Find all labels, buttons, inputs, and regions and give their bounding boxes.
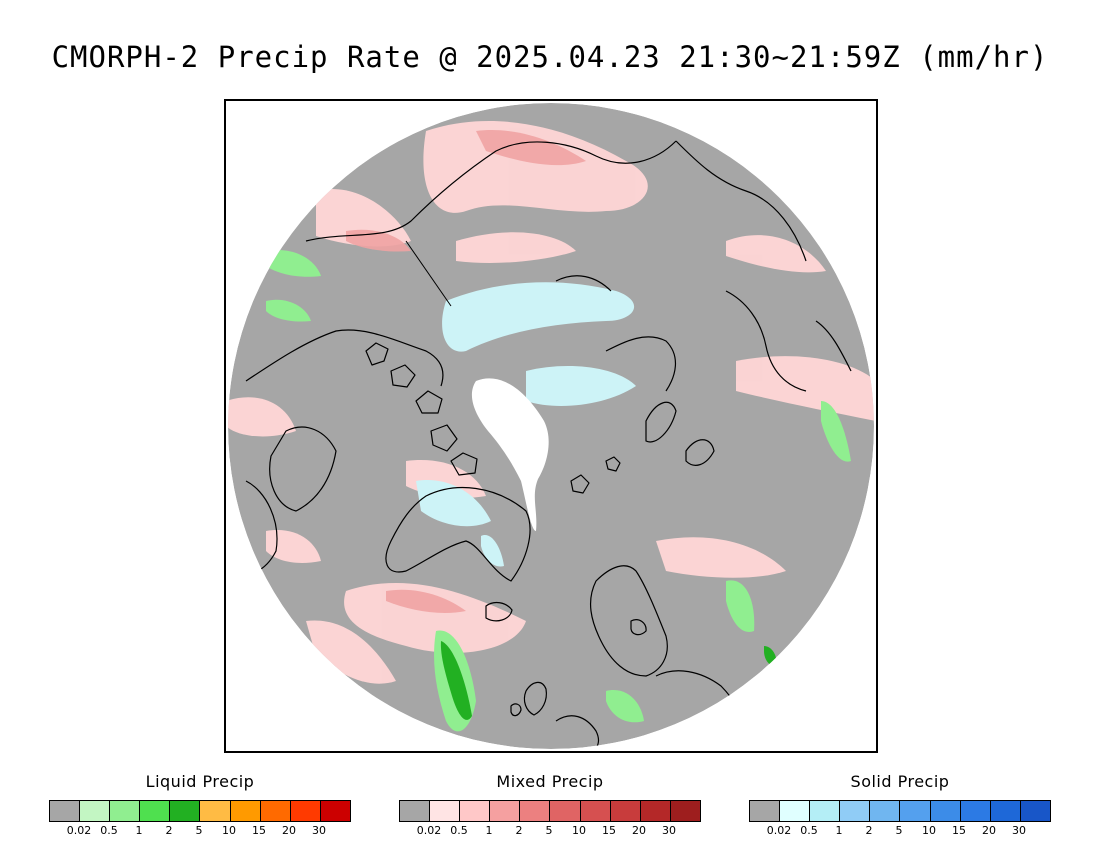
legend-tick-label: 1 [135, 824, 143, 837]
legend-swatch [260, 801, 291, 821]
map-canvas [228, 103, 874, 749]
legend-tick-label: 2 [165, 824, 173, 837]
legend-swatch [460, 801, 491, 821]
page-title: CMORPH-2 Precip Rate @ 2025.04.23 21:30~… [51, 40, 1049, 74]
legend-tick-label: 1 [835, 824, 843, 837]
legend-tick-label: 20 [982, 824, 996, 837]
legend-swatch [140, 801, 171, 821]
legend-swatch [550, 801, 581, 821]
legend-ticks: 0.02 0.5 1 2 5 10 15 20 30 [749, 824, 1049, 838]
legend-ticks: 0.02 0.5 1 2 5 10 15 20 30 [49, 824, 349, 838]
legend-swatch [580, 801, 611, 821]
legend-swatch [670, 801, 700, 821]
legend-tick-label: 20 [632, 824, 646, 837]
legend-swatch [430, 801, 461, 821]
legend-tick-label: 30 [1012, 824, 1026, 837]
legend-tick-label: 0.02 [416, 824, 442, 837]
legend-tick-label: 0.02 [66, 824, 92, 837]
legend-tick-label: 15 [602, 824, 616, 837]
legend-swatch [640, 801, 671, 821]
legend-tick-label: 10 [572, 824, 586, 837]
no-data-white-patch [471, 378, 549, 531]
legend-swatch [750, 801, 781, 821]
legend-tick-label: 30 [312, 824, 326, 837]
legend-tick-label: 5 [895, 824, 903, 837]
legend-tick-label: 30 [662, 824, 676, 837]
boundary-line [405, 240, 452, 307]
coastlines [230, 140, 852, 749]
legend-tick-label: 10 [222, 824, 236, 837]
legend-swatch [230, 801, 261, 821]
legend-tick-label: 15 [952, 824, 966, 837]
legend-title: Liquid Precip [145, 772, 255, 791]
legend-tick-label: 5 [195, 824, 203, 837]
legend-swatch [50, 801, 81, 821]
legend-colorbar [49, 800, 351, 822]
legend-swatch [840, 801, 871, 821]
legend-tick-label: 15 [252, 824, 266, 837]
solid-precip-areas [416, 282, 636, 567]
legend-ticks: 0.02 0.5 1 2 5 10 15 20 30 [399, 824, 699, 838]
legend-swatch [490, 801, 521, 821]
legend-swatch [930, 801, 961, 821]
legend-tick-label: 20 [282, 824, 296, 837]
legend-swatch [610, 801, 641, 821]
legend-title: Mixed Precip [496, 772, 604, 791]
legend-colorbar [749, 800, 1051, 822]
legend-swatch [810, 801, 841, 821]
legend-swatch [110, 801, 141, 821]
legend-swatch [200, 801, 231, 821]
legend-tick-label: 10 [922, 824, 936, 837]
legend-tick-label: 5 [545, 824, 553, 837]
legend-swatch [170, 801, 201, 821]
mixed-precip-areas [228, 121, 874, 684]
legend-swatch [320, 801, 350, 821]
legend-swatch [80, 801, 111, 821]
legend-mixed: Mixed Precip 0.02 0.5 1 2 5 10 15 20 30 [399, 772, 701, 838]
legend-solid: Solid Precip 0.02 0.5 1 2 5 10 15 20 30 [749, 772, 1051, 838]
legend-title: Solid Precip [850, 772, 950, 791]
legend-colorbar [399, 800, 701, 822]
legend-swatch [290, 801, 321, 821]
legend-tick-label: 1 [485, 824, 493, 837]
legend-swatch [1020, 801, 1050, 821]
legend-tick-label: 0.5 [100, 824, 118, 837]
polar-map [224, 99, 878, 753]
legend-liquid: Liquid Precip 0.02 0.5 1 2 5 10 15 20 30 [49, 772, 351, 838]
legend-swatch [990, 801, 1021, 821]
legend-swatch [780, 801, 811, 821]
legend-swatch [520, 801, 551, 821]
legend-swatch [900, 801, 931, 821]
legend-tick-label: 0.5 [800, 824, 818, 837]
legend-tick-label: 0.02 [766, 824, 792, 837]
legend-swatch [960, 801, 991, 821]
legend-swatch [870, 801, 901, 821]
legend-tick-label: 2 [515, 824, 523, 837]
legend-tick-label: 2 [865, 824, 873, 837]
legend-swatch [400, 801, 431, 821]
legend-tick-label: 0.5 [450, 824, 468, 837]
